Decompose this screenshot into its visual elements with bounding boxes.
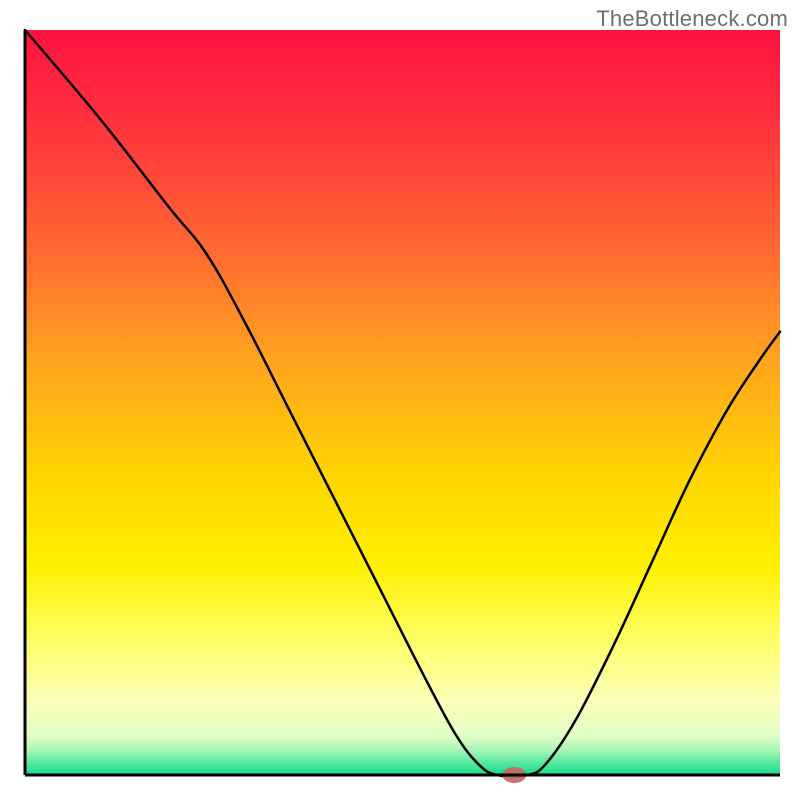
chart-canvas	[0, 0, 800, 800]
plot-background	[25, 30, 780, 775]
watermark-text: TheBottleneck.com	[596, 6, 788, 32]
bottleneck-chart: TheBottleneck.com	[0, 0, 800, 800]
